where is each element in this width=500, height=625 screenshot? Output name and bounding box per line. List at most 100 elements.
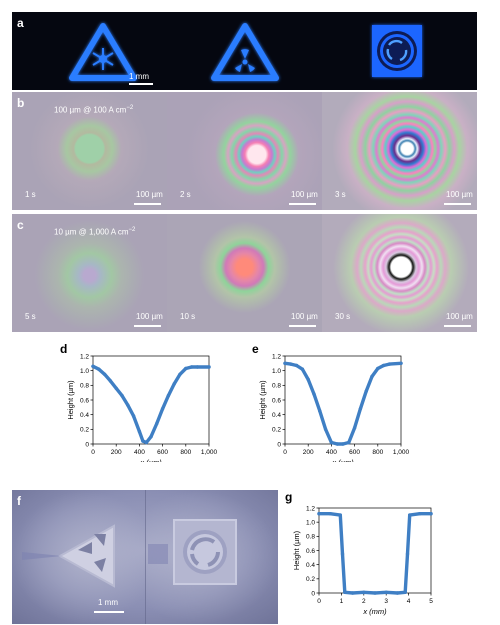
chart-g-ytick-label: 0.6: [306, 548, 315, 555]
chart-e-xtick-label: 0: [283, 449, 287, 456]
chart-d-point: [155, 421, 159, 426]
panel-f: f 1 mm: [12, 490, 278, 624]
chart-d-xtick-label: 800: [180, 449, 191, 456]
panel-f-label: f: [17, 494, 21, 508]
panel-c-tile-2: 10 s 100 µm: [167, 214, 322, 332]
chart-g-label: g: [285, 490, 292, 504]
chart-g-xtick-label: 0: [317, 598, 321, 605]
chart-e-point: [358, 407, 363, 411]
chart-g-point: [343, 590, 347, 594]
chart-g-point: [328, 512, 332, 516]
chart-g-xtick-label: 4: [407, 598, 411, 605]
chart-e-point: [294, 363, 299, 368]
chart-d: d 0 200 400 600 800 1,000 0 0.2 0.4 0.6 0.8 1.0 1.2 x …: [60, 342, 218, 462]
panel-b-scale-label-3: 100 µm: [446, 190, 473, 199]
panel-f-structures: [22, 519, 237, 588]
chart-e-ytick-label: 1.2: [272, 353, 281, 360]
panel-b-tile-2: 2 s 100 µm: [167, 92, 322, 210]
chart-d-ytick-label: 0: [85, 441, 89, 448]
chart-g-ytick-label: 0.4: [306, 562, 315, 569]
chart-d-point: [91, 364, 95, 368]
chart-e-point: [312, 392, 316, 396]
chart-d-point: [195, 365, 200, 369]
panel-b-tile-3: 3 s 100 µm: [322, 92, 477, 210]
chart-d-point: [114, 386, 118, 390]
chart-e-point: [381, 363, 386, 368]
chart-e-point: [335, 442, 339, 446]
chart-e-xtick-label: 200: [303, 449, 314, 456]
chart-d-ytick-label: 0.8: [80, 383, 89, 390]
chart-g-xtick-label: 5: [429, 598, 433, 605]
chart-e: e 0 200 400 600 800 1,000 0 0.2 0.4 0.6 0.8 1.0 1.2 x …: [252, 342, 410, 462]
chart-d-point: [207, 365, 211, 369]
chart-d-point: [137, 429, 142, 434]
chart-g-ylabel: Height (µm): [292, 530, 301, 570]
chart-e-ytick-label: 0.2: [272, 427, 281, 434]
chart-g-xtick-label: 2: [362, 598, 366, 605]
panel-b-condition: 100 µm @ 100 A cm−2: [54, 105, 133, 115]
chart-d-ytick-label: 1.2: [80, 353, 89, 360]
chart-g-ytick-label: 1.0: [306, 519, 315, 526]
chart-d-point: [166, 393, 171, 398]
panel-c-label: c: [17, 218, 24, 232]
etched-triangle-icon: [22, 524, 115, 588]
panel-c-time-3: 30 s: [335, 312, 351, 321]
chart-d-point: [178, 372, 182, 376]
etched-square-icon: [148, 519, 237, 585]
chart-d-label: d: [60, 342, 67, 356]
chart-e-point: [323, 427, 328, 431]
panel-b-condition-exponent: −2: [126, 105, 134, 111]
chart-e-xtick-label: 1,000: [393, 449, 410, 456]
chart-e-point: [283, 361, 287, 365]
panel-c-condition: 10 µm @ 1,000 A cm−2: [54, 227, 135, 237]
chart-g-point: [418, 512, 422, 516]
chart-g-ytick-label: 1.2: [306, 505, 315, 512]
chart-e-point: [399, 361, 403, 365]
chart-g-xtick-label: 1: [340, 598, 344, 605]
panel-c-tile-1: 5 s 100 µm: [12, 214, 167, 332]
chart-e-ylabel: Height (µm): [258, 380, 267, 420]
chart-d-point: [126, 403, 130, 407]
panel-f-scale-bar: [94, 611, 124, 613]
chart-e-point: [352, 426, 357, 430]
chart-d-point: [160, 407, 165, 411]
chart-d-xtick-label: 200: [111, 449, 122, 456]
chart-d-point: [141, 439, 145, 443]
chart-g-ytick-label: 0.2: [306, 576, 315, 583]
snowflake-triangle-icon: [69, 23, 137, 81]
panel-a-label: a: [17, 16, 24, 30]
chart-d-xtick-label: 1,000: [201, 449, 218, 456]
chart-d-point: [131, 414, 136, 418]
chart-g-point: [429, 512, 433, 516]
chart-d-xtick-label: 600: [157, 449, 168, 456]
radiation-triangle-icon: [211, 23, 279, 81]
chart-d-point: [102, 372, 107, 376]
chart-g: g 0 1 2 3 4 5 0 0.2 0.4 0.6 0.8 1.0 1.2 x (mm) Height (…: [285, 490, 433, 616]
chart-e-point: [376, 366, 380, 371]
panel-b: 1 s 100 µm 2 s 100 µm 3 s 100 µm b 100 µ…: [12, 92, 477, 210]
chart-d-series-line: [91, 364, 211, 445]
chart-d-point: [184, 366, 188, 371]
panel-b-time-3: 3 s: [335, 190, 346, 199]
chart-e-ytick-label: 0: [277, 441, 281, 448]
recycle-square-icon: [372, 25, 422, 77]
panel-b-tile-1: 1 s 100 µm: [12, 92, 167, 210]
chart-g-frame: [318, 507, 432, 594]
chart-e-point: [341, 442, 345, 446]
chart-e-xtick-label: 400: [326, 449, 337, 456]
chart-g-ytick-label: 0: [311, 590, 315, 597]
chart-g-series-line: [317, 512, 433, 595]
panel-c-time-2: 10 s: [180, 312, 196, 321]
panel-b-scale-label-2: 100 µm: [291, 190, 318, 199]
chart-d-xtick-label: 400: [134, 449, 145, 456]
chart-e-point: [370, 374, 374, 379]
chart-g-point: [340, 552, 345, 556]
chart-e-point: [364, 389, 368, 393]
panel-b-scale-bar-2: [289, 203, 316, 205]
chart-d-ytick-label: 1.0: [80, 368, 89, 375]
chart-e-xtick-label: 800: [372, 449, 383, 456]
chart-e-ytick-label: 0.8: [272, 383, 281, 390]
panel-c-scale-label-2: 100 µm: [291, 312, 318, 321]
chart-d-ytick-label: 0.2: [80, 427, 89, 434]
chart-d-point: [172, 382, 176, 386]
